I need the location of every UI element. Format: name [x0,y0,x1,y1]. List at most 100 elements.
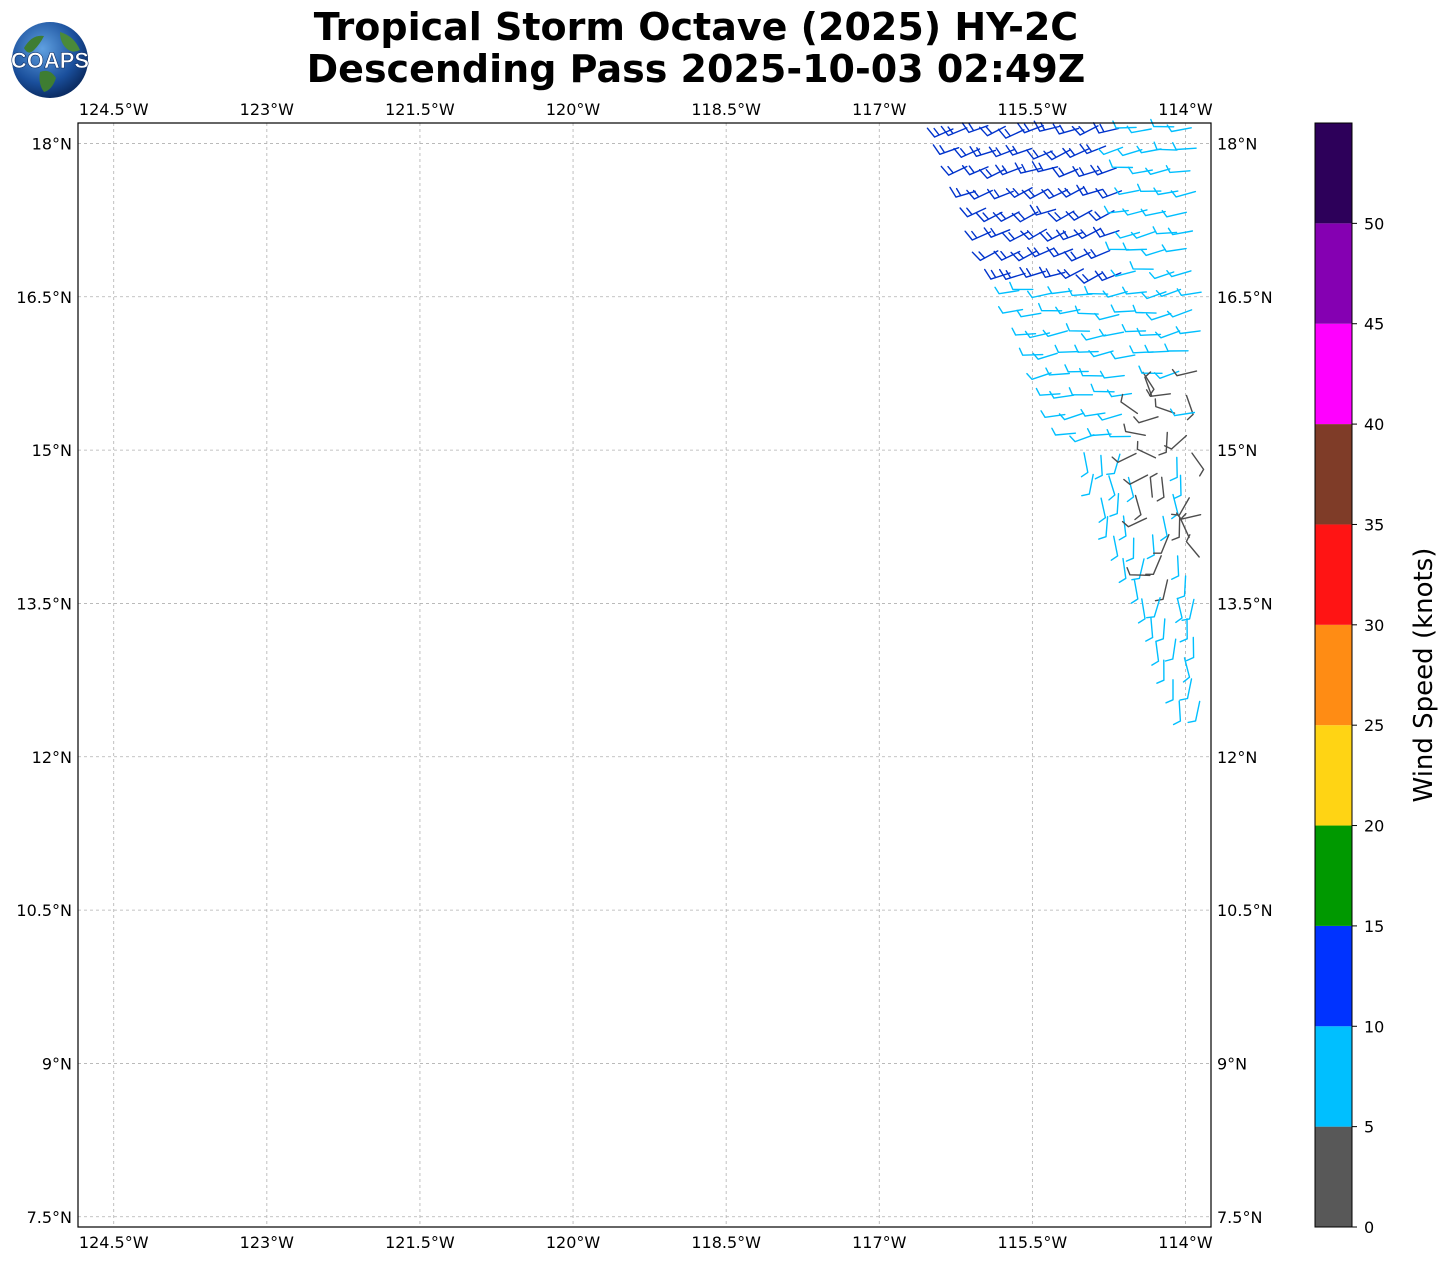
wind-barb [997,128,1025,139]
wind-barb [1076,184,1103,196]
wind-barb [1096,413,1123,421]
lon-tick-label: 121.5°W [385,100,455,119]
wind-barb [1152,226,1178,235]
wind-barb [1084,285,1109,295]
lat-tick-label: 7.5°N [1217,1208,1262,1227]
wind-barb [988,146,1016,158]
wind-barb [940,125,968,137]
wind-barb [1179,618,1188,643]
wind-barb [1046,246,1074,258]
wind-barb [1079,143,1107,155]
wind-barb [1185,394,1194,421]
wind-barb [1137,598,1146,624]
wind-barb [1117,148,1143,157]
colorbar-segment [1315,825,1352,926]
wind-barb [1110,535,1119,561]
wind-barb [1110,269,1136,277]
lon-tick-label: 117°W [852,100,907,119]
wind-barb [1090,164,1117,176]
lat-tick-label: 18°N [32,134,72,153]
wind-barb [1039,231,1067,242]
map-background [78,123,1211,1227]
wind-barb [978,168,1006,179]
wind-barb [1155,330,1181,339]
colorbar-segment [1315,624,1352,726]
lon-tick-label: 118.5°W [691,100,761,119]
wind-barb [1164,343,1189,352]
lon-tick-label: 121.5°W [385,1233,455,1252]
wind-barb [1097,146,1124,156]
wind-barb [1187,700,1201,724]
wind-barb [1026,149,1053,160]
wind-barb [1092,122,1120,134]
wind-barb [1098,328,1125,337]
wind-barb [1041,189,1069,200]
wind-barb [1047,286,1073,295]
wind-barb [1005,187,1033,198]
wind-barb [1094,312,1120,321]
wind-barb [1088,350,1114,358]
lat-tick-label: 10.5°N [16,901,72,920]
wind-barb [1122,286,1147,295]
wind-barb [1175,512,1202,520]
wind-barb [1145,555,1162,575]
wind-barb [1138,365,1163,374]
coaps-logo: COAPS [10,20,90,100]
colorbar-segment [1315,725,1352,826]
map-plot-area [77,118,1212,1228]
wind-barb [1122,242,1148,251]
lat-tick-label: 13.5°N [16,594,72,613]
wind-barb [1011,327,1037,336]
wind-barb [998,306,1024,314]
wind-barb [953,147,981,158]
wind-barb [1176,575,1187,600]
lat-tick-label: 18°N [1217,134,1257,153]
wind-barb [1071,125,1099,136]
wind-barb [961,165,989,176]
wind-barb [1054,344,1080,353]
wind-barb [1106,389,1133,398]
wind-barb [961,122,989,134]
lon-tick-label: 123°W [240,100,295,119]
wind-barb [1129,261,1154,270]
wind-barb [1149,472,1158,498]
lat-tick-label: 16.5°N [1217,288,1273,307]
wind-barb [1140,208,1166,217]
wind-barb [1114,231,1141,239]
wind-barb [993,250,1021,261]
wind-barb [1167,227,1194,236]
wind-barb [1149,271,1175,280]
wind-barb [1132,304,1157,314]
wind-barb [1153,187,1179,196]
wind-barb [1051,427,1077,436]
colorbar-tick-label: 35 [1364,515,1384,534]
wind-barb [983,227,1011,238]
wind-barb [1191,452,1205,477]
wind-barb [1142,371,1155,397]
globe-icon: COAPS [11,22,89,98]
wind-barb [994,286,1020,295]
lon-tick-label: 114°W [1158,1233,1213,1252]
wind-barb [1074,344,1099,353]
wind-barb [1170,190,1197,198]
wind-barb [992,211,1020,222]
wind-barb [1090,383,1115,393]
wind-barb [1106,453,1121,475]
wind-barb [1182,657,1191,683]
wind-barb [1160,515,1168,542]
lon-tick-label: 115.5°W [998,1233,1068,1252]
graticule [78,123,1211,1227]
wind-barb [932,144,960,155]
wind-barb [1047,210,1075,222]
wind-barb [1009,281,1034,291]
colorbar-segment [1315,223,1352,324]
wind-barb [1134,494,1142,521]
lon-tick-label: 124.5°W [79,1233,149,1252]
wind-barb [1098,497,1107,523]
wind-barb [1127,166,1153,175]
colorbar-tick-label: 45 [1364,315,1384,334]
wind-barb [1094,270,1122,282]
wind-barb [1057,186,1085,198]
wind-barb [1155,618,1166,642]
lon-tick-label: 123°W [240,1233,295,1252]
